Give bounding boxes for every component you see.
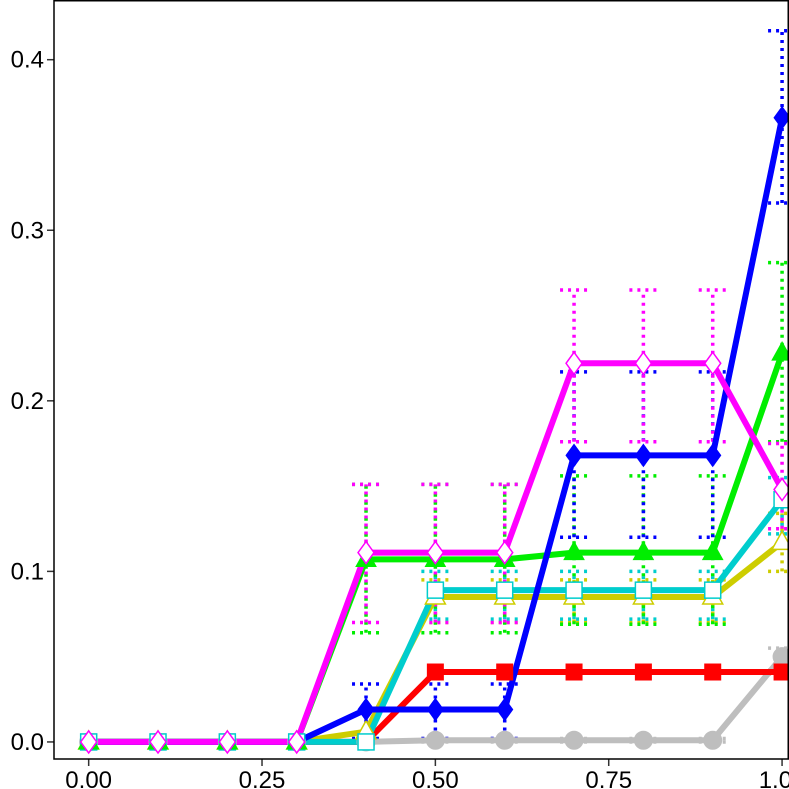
error-bars-series-0: [421, 646, 789, 744]
data-point: [426, 540, 445, 565]
series-lines: [88, 117, 786, 745]
y-axis-ticks: 0.0 0.1 0.2 0.3 0.4: [11, 47, 54, 756]
data-point: [772, 647, 789, 667]
series-line-5: [88, 117, 786, 745]
data-point: [496, 663, 514, 681]
x-tick-label: 0.00: [65, 767, 112, 789]
y-tick-label: 0.4: [11, 47, 44, 74]
data-point: [287, 729, 306, 755]
data-point: [634, 443, 653, 468]
data-point: [563, 540, 585, 561]
data-point: [218, 729, 237, 755]
markers-series-6: [79, 351, 789, 755]
data-point: [773, 477, 789, 502]
y-tick-label: 0.2: [11, 388, 44, 415]
data-point: [632, 540, 655, 561]
data-point: [565, 443, 583, 468]
data-point: [357, 733, 375, 751]
y-tick-label: 0.3: [11, 217, 44, 244]
series-markers: [77, 105, 789, 755]
x-tick-label: 0.25: [239, 767, 286, 789]
data-point: [495, 581, 514, 599]
data-point: [634, 581, 653, 599]
plot-area: [77, 28, 789, 755]
data-point: [703, 581, 722, 599]
data-point: [496, 697, 514, 722]
data-point: [634, 663, 652, 681]
plot-frame: [53, 0, 789, 760]
x-tick-label: 0.75: [585, 767, 632, 789]
data-point: [79, 729, 98, 755]
data-point: [564, 730, 584, 750]
data-point: [773, 663, 789, 681]
data-point: [704, 663, 722, 681]
data-point: [495, 540, 514, 565]
data-point: [565, 663, 583, 681]
x-axis-ticks: 0.00 0.25 0.50 0.75 1.00: [65, 759, 789, 789]
data-point: [773, 105, 789, 130]
data-point: [703, 351, 722, 376]
error-bars-series-2: [421, 511, 789, 625]
data-point: [357, 697, 375, 722]
error-bars-series-3: [421, 475, 789, 621]
data-point: [495, 730, 515, 750]
data-point: [565, 581, 583, 599]
data-point: [426, 697, 444, 722]
data-point: [426, 581, 445, 599]
data-point: [701, 540, 724, 561]
data-point: [425, 730, 445, 750]
x-tick-label: 0.50: [412, 767, 459, 789]
data-point: [770, 529, 789, 551]
data-point: [426, 663, 444, 681]
data-point: [771, 341, 789, 361]
data-point: [634, 351, 653, 376]
y-tick-label: 0.0: [11, 729, 44, 756]
data-point: [633, 730, 653, 750]
data-point: [149, 729, 167, 755]
data-point: [704, 443, 722, 468]
data-point: [357, 540, 375, 565]
x-tick-label: 1.00: [759, 767, 789, 789]
y-tick-label: 0.1: [11, 558, 44, 585]
data-point: [703, 730, 723, 750]
data-point: [565, 351, 583, 376]
markers-series-5: [80, 105, 789, 754]
